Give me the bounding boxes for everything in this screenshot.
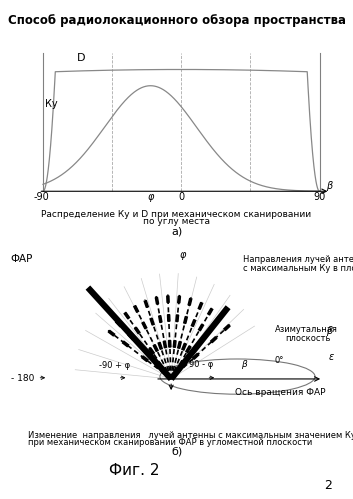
Text: 0: 0: [178, 192, 184, 202]
Polygon shape: [108, 330, 115, 336]
Polygon shape: [184, 316, 187, 323]
Polygon shape: [205, 330, 211, 336]
Polygon shape: [145, 351, 151, 358]
Text: Направления лучей антенны: Направления лучей антенны: [243, 254, 353, 263]
Text: φ: φ: [147, 192, 154, 202]
Polygon shape: [188, 298, 192, 305]
Text: 90 - φ: 90 - φ: [189, 360, 214, 369]
Text: Изменение  направления   лучей антенны с максимальным значением Ку: Изменение направления лучей антенны с ма…: [28, 431, 353, 440]
Polygon shape: [198, 302, 203, 309]
Polygon shape: [186, 346, 191, 353]
Text: β: β: [326, 326, 333, 336]
Polygon shape: [149, 348, 154, 354]
Text: Азимутальная: Азимутальная: [275, 325, 338, 334]
Polygon shape: [168, 314, 170, 321]
Text: а): а): [171, 227, 182, 237]
Polygon shape: [122, 341, 128, 347]
Polygon shape: [142, 322, 147, 329]
Text: ФАР: ФАР: [11, 253, 33, 263]
Polygon shape: [144, 300, 148, 307]
Polygon shape: [190, 349, 195, 356]
Text: ε: ε: [328, 352, 334, 362]
Polygon shape: [134, 327, 140, 334]
Text: D: D: [77, 53, 85, 63]
Text: Ось вращения ФАР: Ось вращения ФАР: [235, 388, 326, 397]
Polygon shape: [208, 308, 213, 315]
Text: Фиг. 2: Фиг. 2: [109, 463, 160, 478]
Text: -90: -90: [34, 192, 49, 202]
Polygon shape: [155, 297, 158, 304]
Text: - 180: - 180: [11, 374, 34, 383]
Polygon shape: [158, 342, 162, 349]
Text: по углу места: по углу места: [143, 217, 210, 226]
Text: -90 + φ: -90 + φ: [100, 361, 131, 370]
Polygon shape: [134, 305, 138, 312]
Polygon shape: [142, 356, 148, 362]
Text: 0°: 0°: [275, 355, 284, 364]
Polygon shape: [167, 296, 169, 302]
Polygon shape: [191, 319, 196, 326]
Polygon shape: [173, 340, 176, 347]
Text: Ку: Ку: [44, 99, 57, 109]
Text: при механическом сканировании ФАР в угломестной плоскости: при механическом сканировании ФАР в угло…: [28, 438, 312, 447]
Text: плоскость: плоскость: [286, 334, 331, 343]
Polygon shape: [178, 296, 180, 303]
Polygon shape: [128, 334, 134, 340]
Polygon shape: [153, 345, 158, 351]
Text: 90: 90: [313, 192, 326, 202]
Text: β: β: [241, 360, 246, 369]
Polygon shape: [193, 353, 199, 359]
Text: φ: φ: [180, 250, 186, 260]
Polygon shape: [182, 343, 186, 350]
Text: Распределение Ку и D при механическом сканировании: Распределение Ку и D при механическом ск…: [41, 210, 312, 219]
Polygon shape: [124, 312, 130, 319]
Polygon shape: [163, 341, 167, 348]
Text: б): б): [171, 446, 182, 456]
Polygon shape: [211, 337, 217, 343]
Polygon shape: [178, 341, 181, 348]
Text: β: β: [326, 181, 332, 191]
Polygon shape: [198, 324, 204, 331]
Text: с максимальным Ку в плоскости: с максимальным Ку в плоскости: [243, 264, 353, 273]
Text: 2: 2: [324, 479, 332, 492]
Polygon shape: [224, 325, 230, 331]
Polygon shape: [168, 340, 171, 347]
Polygon shape: [216, 316, 222, 322]
Polygon shape: [116, 321, 121, 327]
Text: Способ радиолокационного обзора пространства: Способ радиолокационного обзора простран…: [7, 14, 346, 27]
Polygon shape: [150, 318, 154, 325]
Polygon shape: [158, 315, 162, 322]
Polygon shape: [176, 315, 179, 322]
